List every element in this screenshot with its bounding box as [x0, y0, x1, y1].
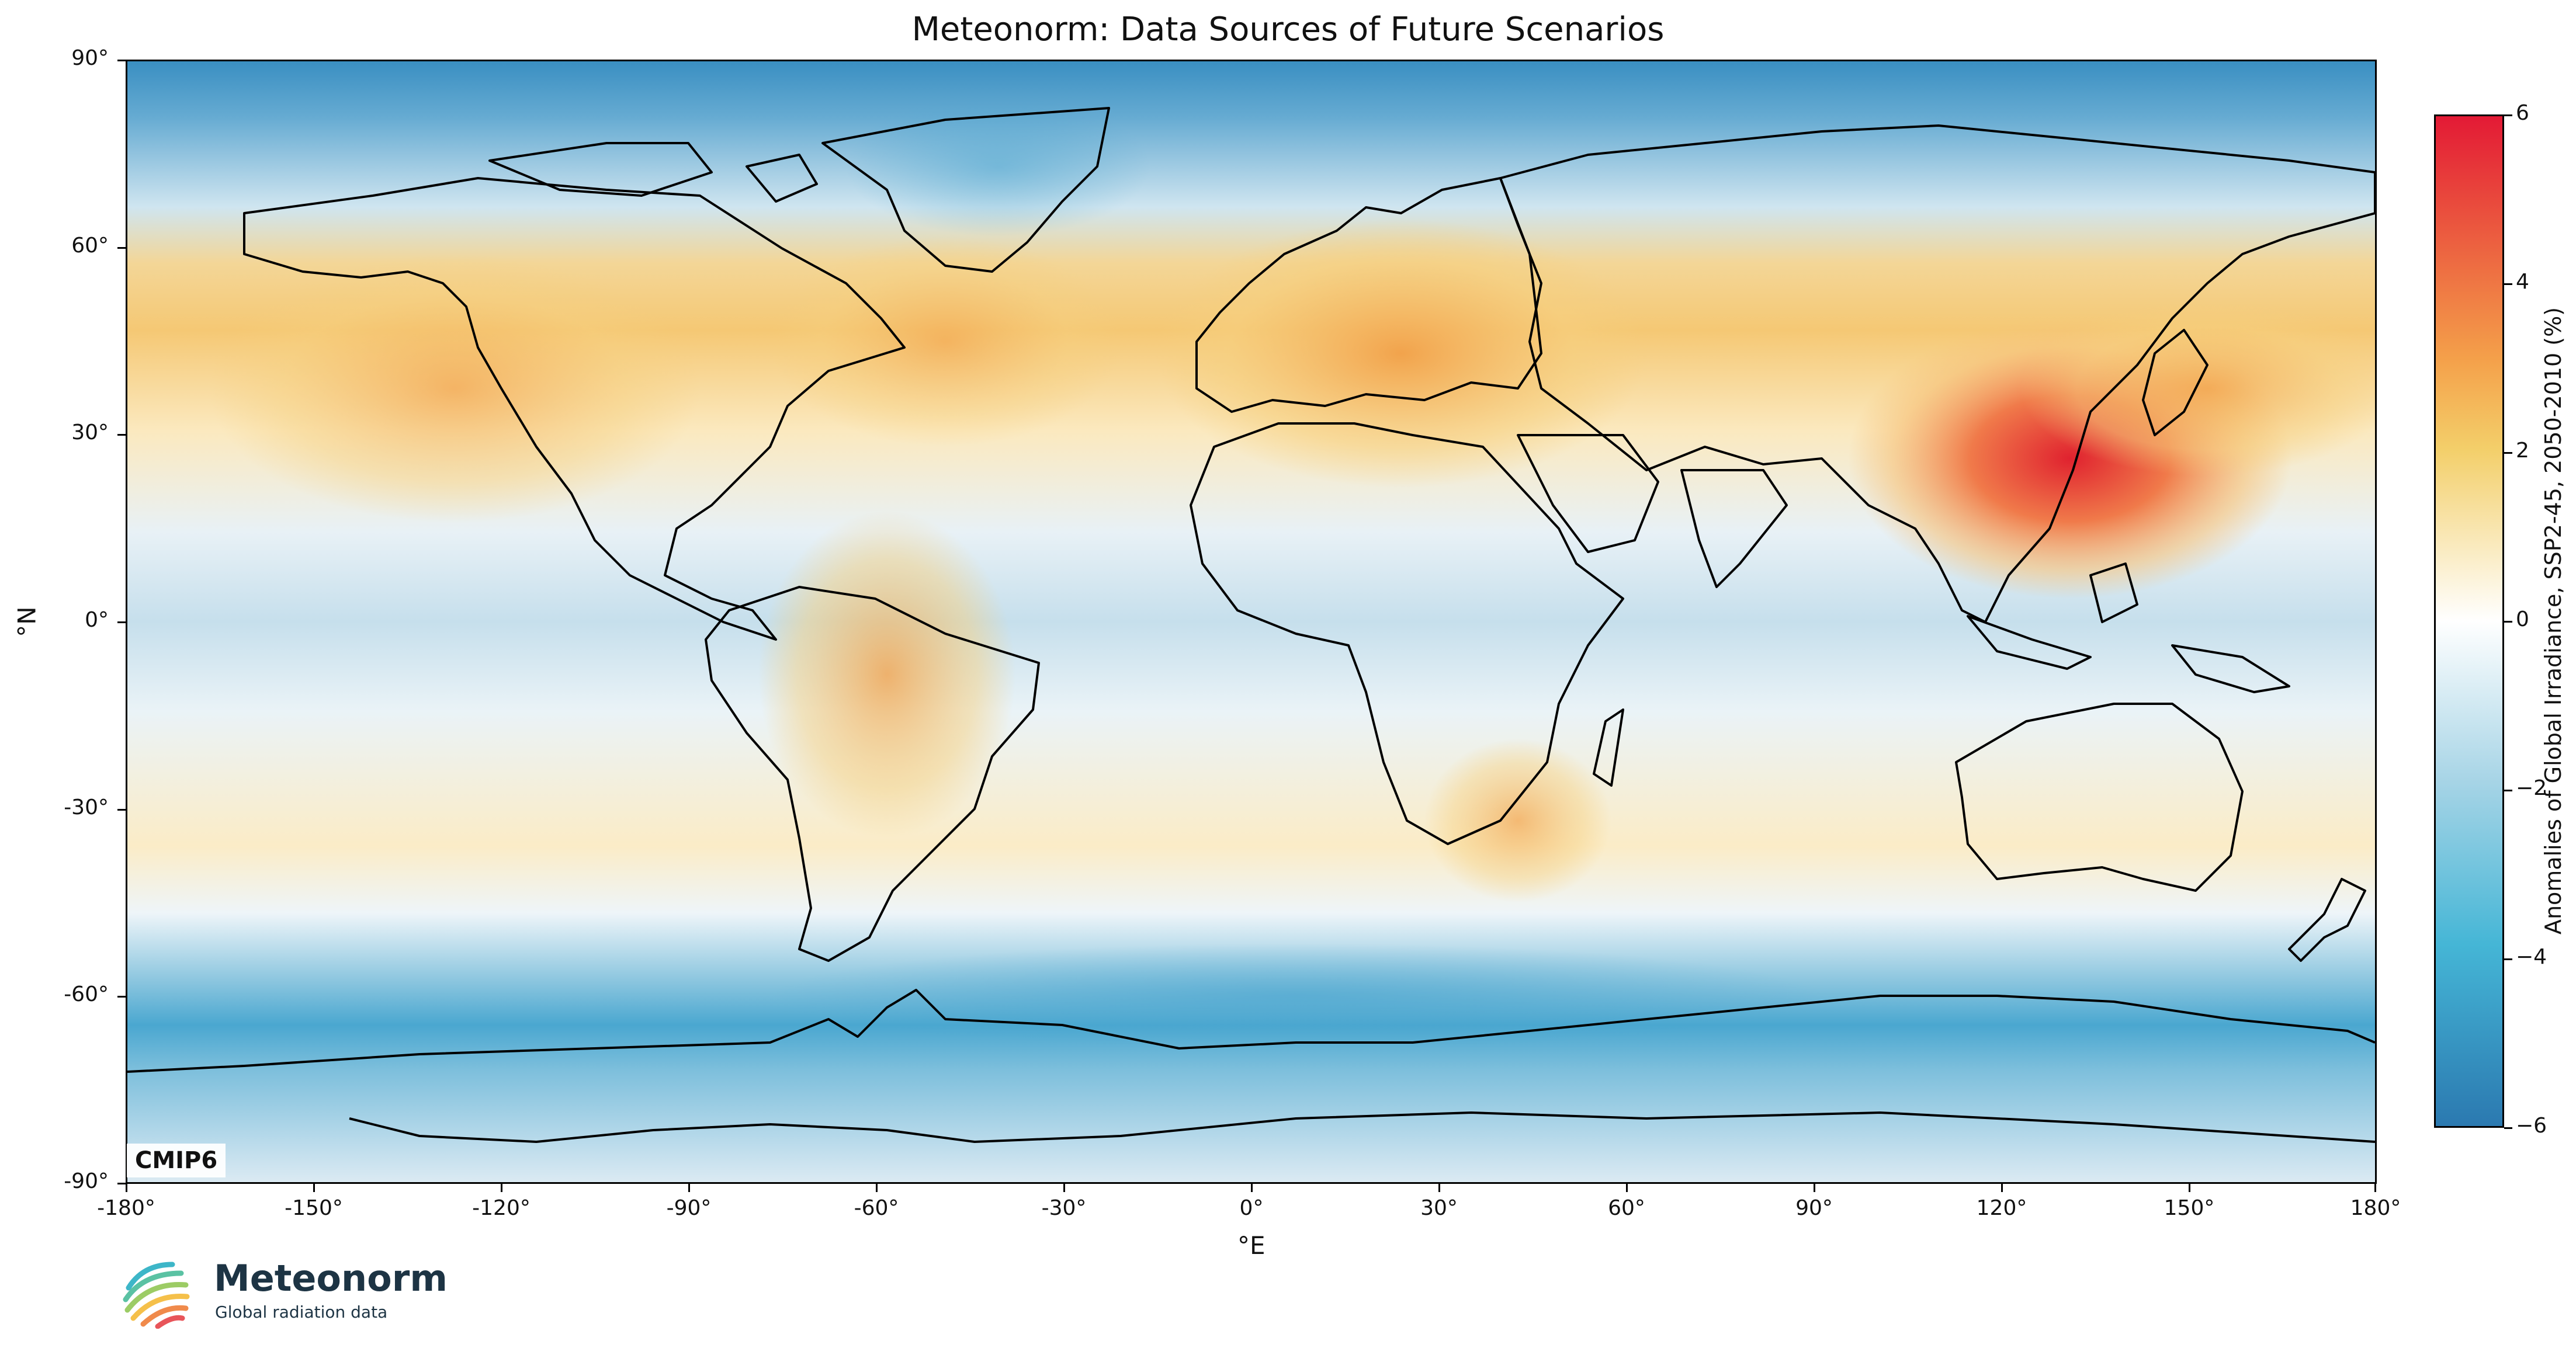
y-tick-label: 90°: [71, 46, 109, 70]
x-tick-mark: [1251, 1184, 1253, 1192]
y-tick-label: -30°: [64, 795, 109, 819]
y-tick-mark: [117, 247, 126, 249]
world-anomaly-map: [127, 61, 2375, 1182]
x-tick-mark: [2001, 1184, 2003, 1192]
y-tick-mark: [117, 60, 126, 61]
x-tick-mark: [1626, 1184, 1628, 1192]
x-tick-label: -60°: [854, 1196, 899, 1220]
x-tick-label: -180°: [97, 1196, 155, 1220]
colorbar-tick: [2504, 114, 2512, 116]
colorbar-tick: [2504, 790, 2512, 791]
x-tick-mark: [2189, 1184, 2190, 1192]
dataset-tag: CMIP6: [127, 1144, 226, 1177]
x-tick-label: -90°: [666, 1196, 712, 1220]
y-tick-mark: [117, 809, 126, 811]
x-tick-mark: [1063, 1184, 1065, 1192]
colorbar-tick-label: 6: [2516, 101, 2529, 125]
meteonorm-logo-icon: [123, 1262, 190, 1329]
y-tick-label: -90°: [64, 1169, 109, 1193]
colorbar-tick-label: −6: [2516, 1114, 2547, 1138]
x-tick-mark: [688, 1184, 690, 1192]
y-tick-mark: [117, 1183, 126, 1184]
y-tick-label: 60°: [71, 234, 109, 258]
colorbar: [2434, 114, 2504, 1128]
colorbar-tick: [2504, 1127, 2512, 1129]
colorbar-tick-label: 2: [2516, 439, 2529, 463]
x-tick-label: -30°: [1041, 1196, 1087, 1220]
x-tick-label: -150°: [285, 1196, 343, 1220]
x-tick-mark: [126, 1184, 127, 1192]
x-tick-mark: [2374, 1184, 2376, 1192]
y-tick-label: 0°: [85, 608, 109, 632]
brand-tagline: Global radiation data: [215, 1302, 388, 1322]
x-tick-mark: [1814, 1184, 1815, 1192]
x-tick-label: 30°: [1420, 1196, 1458, 1220]
colorbar-tick-label: −2: [2516, 776, 2547, 800]
y-tick-mark: [117, 621, 126, 623]
x-tick-mark: [876, 1184, 878, 1192]
y-axis-label: °N: [12, 606, 41, 637]
y-tick-mark: [117, 996, 126, 998]
x-tick-mark: [501, 1184, 502, 1192]
x-tick-label: -120°: [472, 1196, 531, 1220]
x-tick-mark: [1438, 1184, 1440, 1192]
x-tick-label: 60°: [1608, 1196, 1645, 1220]
colorbar-tick-label: −4: [2516, 945, 2547, 969]
colorbar-title: Anomalies of Global Irradiance, SSP2-45,…: [2540, 307, 2566, 935]
x-tick-mark: [313, 1184, 315, 1192]
chart-title: Meteonorm: Data Sources of Future Scenar…: [911, 11, 1665, 48]
y-tick-label: 30°: [71, 421, 109, 444]
colorbar-tick: [2504, 958, 2512, 960]
colorbar-tick-label: 0: [2516, 607, 2529, 631]
y-tick-label: -60°: [64, 982, 109, 1006]
coastlines: [127, 107, 2375, 1143]
colorbar-tick: [2504, 452, 2512, 454]
x-tick-label: 90°: [1795, 1196, 1833, 1220]
colorbar-tick: [2504, 283, 2512, 285]
x-axis-label: °E: [1237, 1231, 1266, 1260]
x-tick-label: 180°: [2350, 1196, 2401, 1220]
colorbar-tick-label: 4: [2516, 270, 2529, 294]
colorbar-tick: [2504, 621, 2512, 623]
x-tick-label: 0°: [1239, 1196, 1264, 1220]
x-tick-label: 120°: [1976, 1196, 2027, 1220]
map-panel[interactable]: [126, 60, 2377, 1184]
y-tick-mark: [117, 434, 126, 436]
brand-name: Meteonorm: [214, 1257, 448, 1300]
x-tick-label: 150°: [2164, 1196, 2215, 1220]
